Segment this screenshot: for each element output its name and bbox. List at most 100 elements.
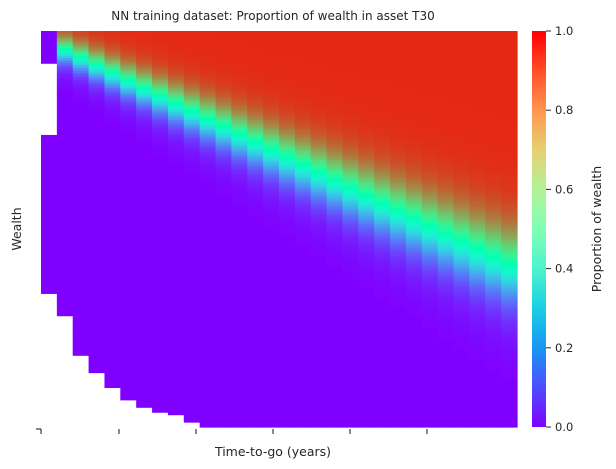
heatmap-cell: [326, 107, 344, 111]
heatmap-cell: [104, 196, 121, 200]
heatmap-cell: [453, 107, 470, 111]
heatmap-cell: [72, 186, 90, 191]
heatmap-cell: [279, 177, 296, 181]
heatmap-cell: [72, 85, 90, 89]
heatmap-cell: [263, 120, 280, 124]
heatmap-cell: [263, 266, 280, 270]
heatmap-cell: [453, 305, 470, 309]
heatmap-cell: [199, 105, 217, 109]
heatmap-cell: [421, 40, 439, 44]
heatmap-cell: [199, 261, 217, 265]
heatmap-cell: [294, 394, 312, 398]
heatmap-cell: [437, 172, 455, 176]
heatmap-cell: [358, 248, 375, 252]
heatmap-cell: [183, 172, 201, 176]
heatmap-cell: [247, 127, 264, 131]
heatmap-cell: [56, 303, 74, 307]
heatmap-cell: [167, 367, 185, 371]
heatmap-cell: [469, 120, 486, 124]
heatmap-cell: [501, 394, 518, 398]
heatmap-cell: [183, 404, 201, 408]
heatmap-cell: [199, 53, 217, 57]
heatmap-cell: [342, 412, 359, 416]
heatmap-cell: [279, 384, 296, 389]
heatmap-cell: [183, 347, 201, 351]
heatmap-cell: [405, 43, 423, 47]
heatmap-cell: [72, 285, 90, 290]
heatmap-cell: [374, 325, 391, 329]
heatmap-cell: [136, 68, 153, 72]
heatmap-cell: [374, 159, 391, 163]
heatmap-cell: [310, 132, 328, 136]
heatmap-cell: [453, 35, 470, 40]
heatmap-cell: [152, 100, 169, 104]
heatmap-cell: [152, 144, 169, 148]
heatmap-cell: [405, 53, 423, 57]
heatmap-cell: [279, 248, 296, 252]
heatmap-cell: [326, 328, 344, 332]
heatmap-cell: [183, 377, 201, 381]
heatmap-cell: [199, 241, 217, 245]
heatmap-cell: [326, 382, 344, 386]
heatmap-cell: [167, 172, 185, 176]
heatmap-cell: [72, 258, 90, 262]
heatmap-cell: [231, 40, 248, 44]
heatmap-cell: [72, 97, 90, 101]
heatmap-cell: [405, 162, 423, 166]
heatmap-cell: [183, 219, 201, 223]
heatmap-cell: [342, 115, 359, 119]
heatmap-cell: [421, 107, 439, 111]
heatmap-cell: [88, 313, 106, 317]
heatmap-cell: [469, 92, 486, 96]
heatmap-cell: [453, 300, 470, 304]
heatmap-cell: [247, 315, 264, 319]
heatmap-cell: [152, 253, 169, 257]
heatmap-cell: [294, 229, 312, 233]
heatmap-cell: [120, 186, 137, 191]
heatmap-cell: [120, 367, 137, 371]
heatmap-cell: [279, 318, 296, 322]
heatmap-cell: [167, 266, 185, 270]
heatmap-cell: [215, 55, 232, 59]
heatmap-cell: [294, 110, 312, 114]
heatmap-cell: [294, 323, 312, 327]
heatmap-cell: [263, 117, 280, 121]
heatmap-cell: [390, 231, 407, 235]
heatmap-cell: [501, 115, 518, 119]
heatmap-cell: [104, 340, 121, 344]
heatmap-cell: [358, 414, 375, 418]
heatmap-cell: [501, 154, 518, 158]
heatmap-cell: [104, 97, 121, 101]
heatmap-cell: [88, 90, 106, 94]
heatmap-cell: [215, 164, 232, 168]
heatmap-cell: [104, 33, 121, 37]
heatmap-cell: [120, 102, 137, 106]
heatmap-cell: [374, 191, 391, 195]
heatmap-cell: [485, 387, 502, 391]
heatmap-cell: [231, 211, 248, 215]
heatmap-cell: [215, 332, 232, 337]
heatmap-cell: [469, 162, 486, 166]
heatmap-cell: [469, 115, 486, 119]
heatmap-cell: [56, 50, 74, 54]
heatmap-cell: [279, 377, 296, 381]
heatmap-cell: [421, 147, 439, 151]
heatmap-cell: [405, 273, 423, 277]
heatmap-cell: [501, 60, 518, 64]
heatmap-cell: [183, 295, 201, 299]
heatmap-cell: [231, 224, 248, 228]
heatmap-cell: [374, 181, 391, 186]
heatmap-cell: [88, 73, 106, 77]
heatmap-cell: [437, 350, 455, 354]
heatmap-cell: [215, 169, 232, 173]
heatmap-cell: [310, 325, 328, 329]
heatmap-cell: [167, 389, 185, 393]
heatmap-cell: [120, 256, 137, 260]
heatmap-cell: [310, 330, 328, 334]
heatmap-cell: [405, 271, 423, 275]
heatmap-cell: [279, 137, 296, 141]
heatmap-cell: [247, 58, 264, 62]
heatmap-cell: [279, 285, 296, 290]
heatmap-cell: [342, 87, 359, 92]
heatmap-cell: [72, 221, 90, 225]
